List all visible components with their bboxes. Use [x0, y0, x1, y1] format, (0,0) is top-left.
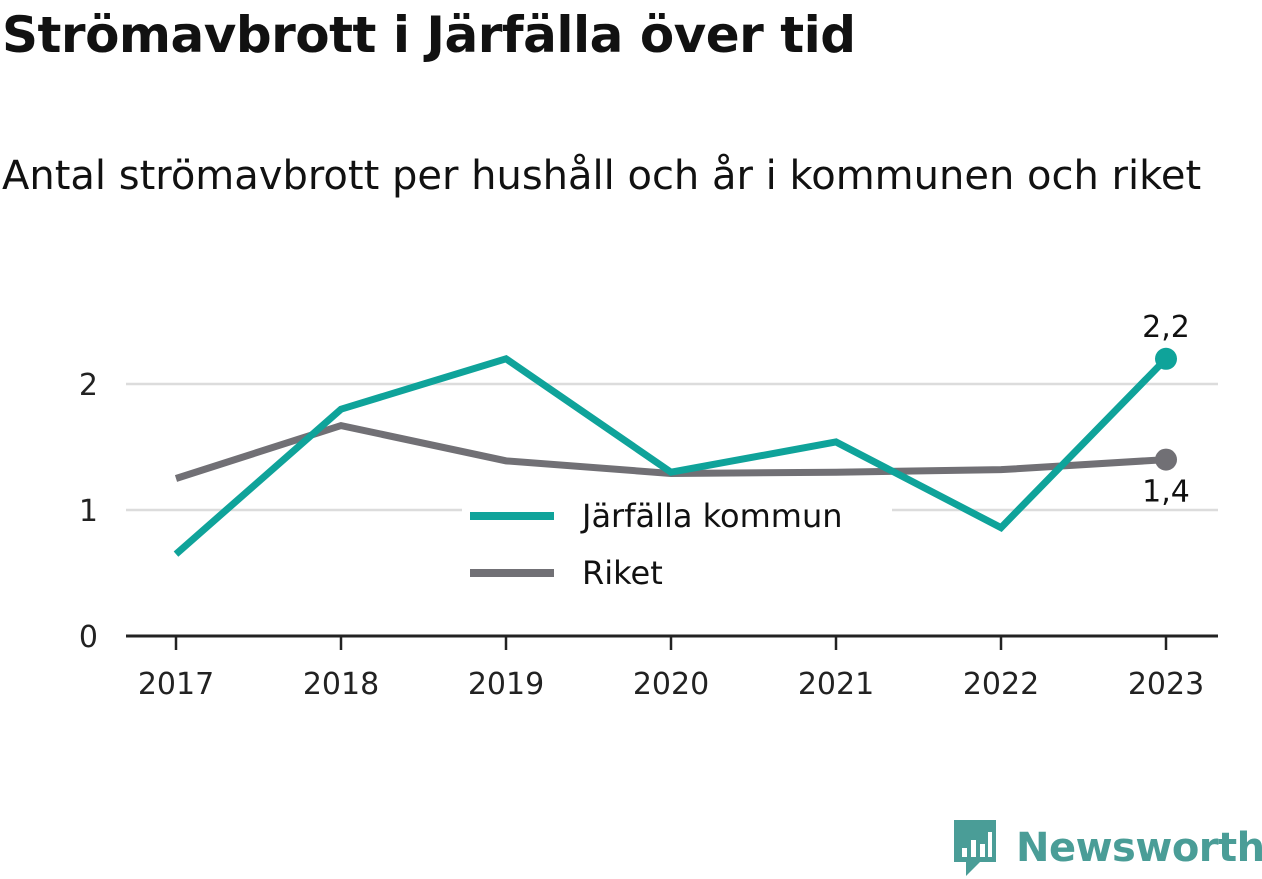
y-tick-label: 1	[79, 494, 98, 529]
end-point-riket	[1155, 448, 1177, 471]
end-point-jarfalla	[1155, 347, 1177, 370]
brand-name: Newsworthy	[1016, 825, 1262, 871]
series-line-jarfalla	[173, 354, 1169, 557]
end-value-label: 2,2	[1142, 310, 1190, 345]
legend-label: Järfälla kommun	[580, 497, 843, 535]
x-tick-label: 2020	[633, 667, 709, 702]
x-tick-label: 2023	[1128, 667, 1204, 702]
x-tick-label: 2018	[303, 667, 379, 702]
y-tick-label: 0	[79, 620, 98, 655]
x-tick-label: 2021	[798, 667, 874, 702]
legend-label: Riket	[582, 554, 663, 592]
legend-background	[462, 493, 892, 601]
chart-subtitle: Antal strömavbrott per hushåll och år i …	[2, 153, 1202, 199]
brand: Newsworthy	[950, 818, 1262, 878]
x-tick-label: 2022	[963, 667, 1039, 702]
newsworthy-logo-icon	[954, 820, 996, 876]
end-value-label: 1,4	[1142, 475, 1190, 510]
x-tick-label: 2017	[138, 667, 214, 702]
x-tick-label: 2019	[468, 667, 544, 702]
chart-title: Strömavbrott i Järfälla över tid	[2, 6, 856, 64]
y-tick-label: 2	[79, 368, 98, 403]
